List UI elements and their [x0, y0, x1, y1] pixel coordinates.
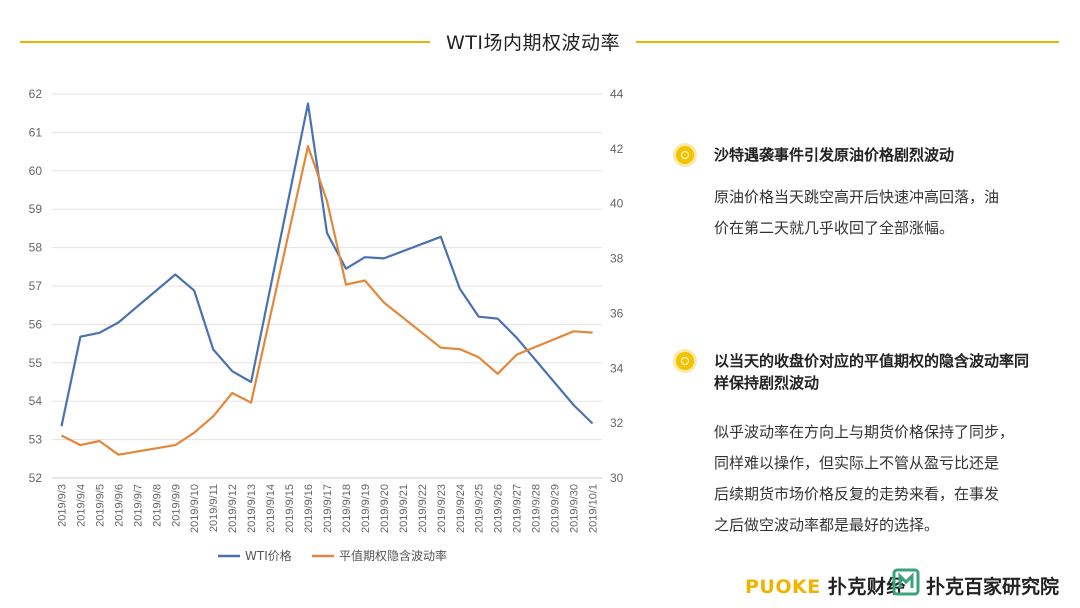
y-left-tick-label: 60: [29, 164, 43, 178]
note-heading: 以当天的收盘价对应的平值期权的隐含波动率同 样保持剧烈波动: [714, 350, 1059, 394]
legend-label-wti-price: WTI价格: [245, 548, 292, 563]
x-tick-label: 2019/9/23: [436, 484, 448, 533]
y-right-tick-label: 42: [610, 142, 624, 156]
x-tick-label: 2019/9/17: [322, 484, 334, 533]
x-tick-label: 2019/9/8: [151, 484, 163, 527]
x-tick-label: 2019/9/21: [398, 484, 410, 533]
y-left-tick-label: 54: [29, 394, 43, 408]
y-left-tick-label: 53: [29, 433, 43, 447]
y-left-tick-label: 61: [29, 125, 43, 139]
puoke-finance-logo: PUOKE 扑克财经: [745, 572, 906, 599]
y-left-tick-label: 52: [29, 471, 43, 485]
note-body: 似乎波动率在方向上与期货价格保持了同步， 同样难以操作，但实际上不管从盈亏比还是…: [714, 417, 1039, 541]
x-tick-label: 2019/9/28: [531, 484, 543, 533]
note-line: 同样难以操作，但实际上不管从盈亏比还是: [714, 454, 1000, 472]
x-tick-label: 2019/9/13: [246, 484, 258, 533]
y-right-tick-label: 40: [610, 197, 624, 211]
x-tick-label: 2019/10/1: [588, 484, 600, 533]
x-tick-label: 2019/9/10: [189, 484, 201, 533]
x-tick-label: 2019/9/14: [265, 484, 277, 533]
x-tick-label: 2019/9/27: [512, 484, 524, 533]
y-left-tick-label: 58: [29, 241, 43, 255]
logo-cn: 扑克财经: [827, 576, 906, 598]
y-left-tick-label: 59: [29, 202, 43, 216]
note-heading-line: 以当天的收盘价对应的平值期权的隐含波动率同: [714, 352, 1030, 370]
y-right-tick-label: 44: [610, 87, 624, 101]
x-tick-label: 2019/9/22: [417, 484, 429, 533]
bullet-circle-icon: [676, 352, 694, 370]
note-body: 原油价格当天跳空高开后快速冲高回落，油 价在第二天就几乎收回了全部涨幅。: [714, 182, 1034, 244]
note-line: 后续期货市场价格反复的走势来看，在事发: [714, 485, 1000, 503]
y-right-tick-label: 36: [610, 306, 624, 320]
note-heading-line: 样保持剧烈波动: [714, 374, 820, 392]
x-tick-label: 2019/9/9: [170, 484, 182, 527]
dual-axis-line-chart: 52 53 54 55 56 57 58 59 60 61 62 30 32 34 36 38 40 42 44 20…: [29, 87, 624, 563]
x-tick-label: 2019/9/16: [303, 484, 315, 533]
y-right-tick-label: 38: [610, 252, 624, 266]
y-right-tick-label: 30: [610, 471, 624, 485]
series-line-wti-price: [60, 102, 594, 427]
y-right-tick-label: 32: [610, 416, 624, 430]
note-line: 似乎波动率在方向上与期货价格保持了同步，: [714, 423, 1015, 441]
note-heading: 沙特遇袭事件引发原油价格剧烈波动: [714, 146, 955, 164]
series-line-implied-volatility: [61, 145, 593, 456]
x-tick-label: 2019/9/7: [132, 484, 144, 527]
y-right-tick-label: 34: [610, 361, 624, 375]
note-line: 之后做空波动率都是最好的选择。: [714, 516, 940, 534]
title-rule-left: [20, 41, 430, 43]
title-rule-right: [636, 41, 1059, 43]
note-line: 价在第二天就几乎收回了全部涨幅。: [714, 219, 955, 237]
y-left-tick-label: 56: [29, 317, 43, 331]
x-tick-label: 2019/9/19: [360, 484, 372, 533]
x-tick-label: 2019/9/18: [341, 484, 353, 533]
x-tick-label: 2019/9/11: [208, 484, 220, 532]
x-tick-label: 2019/9/15: [284, 484, 296, 533]
x-tick-label: 2019/9/29: [550, 484, 562, 533]
note-line: 原油价格当天跳空高开后快速冲高回落，油: [714, 188, 1000, 206]
x-tick-label: 2019/9/25: [474, 484, 486, 533]
y-left-tick-label: 62: [29, 87, 43, 101]
puoke-institute-logo-text: 扑克百家研究院: [926, 576, 1060, 598]
x-tick-label: 2019/9/3: [56, 484, 68, 527]
logo-en: PUOKE: [745, 576, 821, 598]
legend-label-implied-volatility: 平值期权隐含波动率: [339, 548, 447, 563]
note-saudi-attack: 沙特遇袭事件引发原油价格剧烈波动 原油价格当天跳空高开后快速冲高回落，油 价在第…: [676, 144, 1066, 244]
x-tick-label: 2019/9/5: [94, 484, 106, 527]
x-tick-label: 2019/9/20: [379, 484, 391, 533]
page-title: WTI场内期权波动率: [446, 32, 620, 54]
y-left-tick-label: 55: [29, 356, 43, 370]
x-tick-label: 2019/9/12: [227, 484, 239, 533]
x-tick-label: 2019/9/24: [455, 484, 467, 533]
x-tick-label: 2019/9/4: [75, 484, 87, 527]
x-tick-label: 2019/9/30: [569, 484, 581, 533]
puoke-institute-logo-icon: [892, 568, 920, 596]
x-tick-label: 2019/9/26: [493, 484, 505, 533]
x-tick-label: 2019/9/6: [113, 484, 125, 527]
note-implied-volatility: 以当天的收盘价对应的平值期权的隐含波动率同 样保持剧烈波动 似乎波动率在方向上与…: [676, 350, 1066, 541]
bullet-circle-icon: [676, 146, 694, 164]
y-left-tick-label: 57: [29, 279, 43, 293]
